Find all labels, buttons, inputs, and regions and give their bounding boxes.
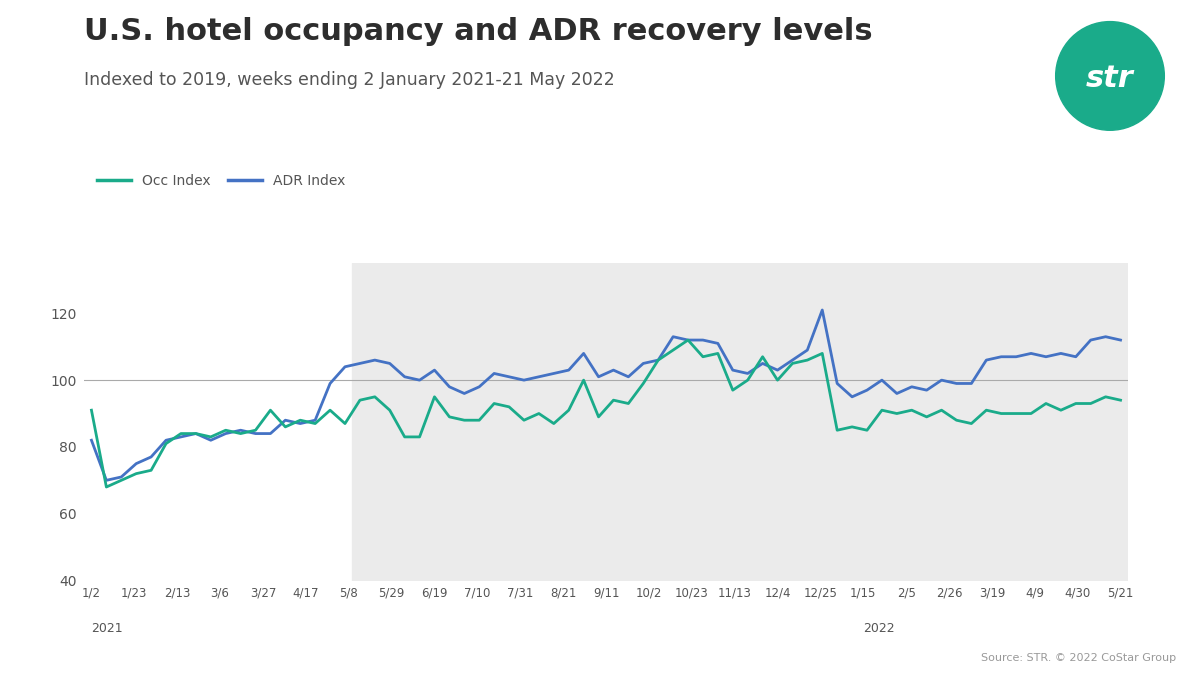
Text: 2021: 2021	[91, 622, 124, 635]
Text: U.S. hotel occupancy and ADR recovery levels: U.S. hotel occupancy and ADR recovery le…	[84, 17, 872, 46]
Bar	[353, 263, 1128, 580]
Legend: Occ Index, ADR Index: Occ Index, ADR Index	[91, 169, 352, 194]
Text: Indexed to 2019, weeks ending 2 January 2021-21 May 2022: Indexed to 2019, weeks ending 2 January …	[84, 71, 614, 89]
Text: Source: STR. © 2022 CoStar Group: Source: STR. © 2022 CoStar Group	[980, 653, 1176, 663]
Text: str: str	[1086, 64, 1134, 92]
Circle shape	[1056, 22, 1164, 130]
Text: 2022: 2022	[863, 622, 895, 635]
